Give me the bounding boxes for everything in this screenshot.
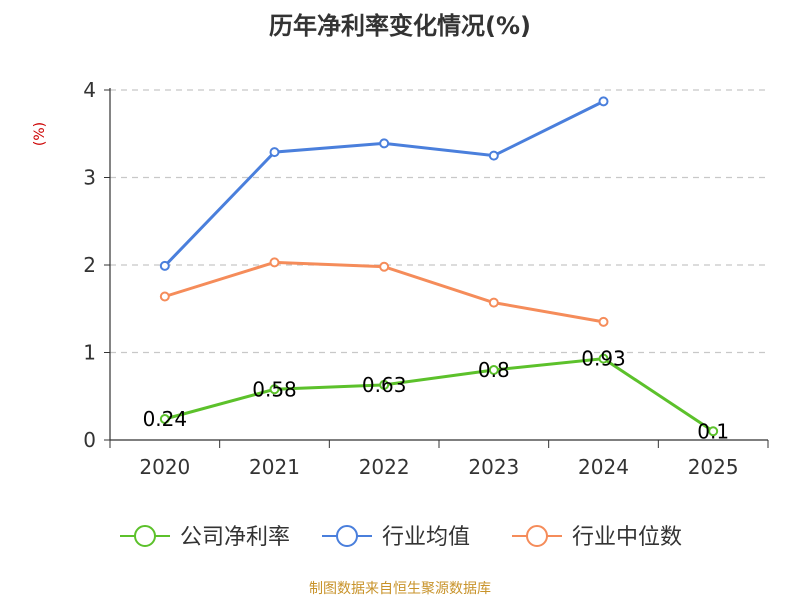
legend-label: 公司净利率 [180,525,290,550]
y-tick-label: 2 [83,253,96,277]
x-tick-label: 2021 [249,455,300,479]
data-label: 0.1 [697,419,729,443]
y-tick-label: 3 [83,166,96,190]
data-point [488,150,499,161]
data-label: 0.58 [252,377,297,401]
data-point [269,257,280,268]
data-point [598,316,609,327]
data-label: 0.8 [478,358,510,382]
series-line [163,100,605,267]
data-point [159,260,170,271]
x-tick-label: 2022 [359,455,410,479]
legend-marker [336,525,358,547]
y-tick-label: 4 [83,78,96,102]
data-point [269,147,280,158]
x-tick-label: 2023 [468,455,519,479]
data-point [159,291,170,302]
data-point [379,379,390,390]
data-point [598,96,609,107]
data-point [269,384,280,395]
legend-label: 行业均值 [382,525,470,550]
data-point [379,261,390,272]
x-tick-label: 2020 [139,455,190,479]
data-label: 0.24 [143,407,188,431]
y-tick-label: 1 [83,341,96,365]
data-label: 0.63 [362,373,407,397]
source-note: 制图数据来自恒生聚源数据库 [309,581,491,597]
data-label: 0.93 [581,347,626,371]
legend-marker [526,525,548,547]
data-point [708,426,719,437]
data-point [598,353,609,364]
data-point [379,138,390,149]
data-point [159,414,170,424]
chart-title: 历年净利率变化情况(%) [269,12,531,40]
x-tick-label: 2024 [578,455,629,479]
legend-label: 行业中位数 [572,525,682,550]
y-tick-label: 0 [83,428,96,452]
data-point [488,297,499,308]
x-tick-label: 2025 [688,455,739,479]
series-line [164,357,714,433]
data-point [488,365,499,375]
legend-marker [134,525,156,547]
